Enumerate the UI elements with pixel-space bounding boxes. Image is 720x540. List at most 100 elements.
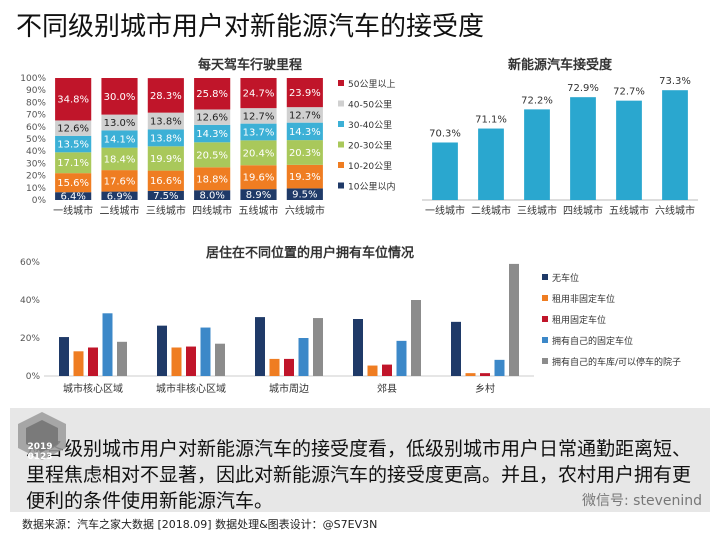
acceptance-bar [432, 142, 458, 200]
legend-label: 租用固定车位 [552, 314, 606, 326]
x-tick-label: 三线城市 [146, 204, 186, 217]
parking-bar [215, 343, 225, 376]
segment-label: 18.4% [104, 154, 136, 165]
segment-label: 12.7% [243, 111, 275, 122]
segment-label: 15.6% [57, 178, 89, 189]
y-tick-label: 0% [26, 372, 41, 382]
legend-label: 20-30公里 [348, 141, 392, 152]
stack-segment [55, 135, 92, 153]
summary-box: 从各级别城市用户对新能源汽车的接受度看，低级别城市用户日常通勤距离短、里程焦虑相… [10, 408, 710, 512]
legend-label: 10公里以内 [348, 181, 395, 193]
bar-value-label: 71.1% [475, 115, 507, 126]
bar-value-label: 73.3% [659, 76, 691, 87]
parking-bar [411, 300, 421, 376]
x-tick-label: 五线城市 [609, 204, 649, 217]
logo-day: 0123 [27, 452, 53, 462]
legend-swatch [542, 274, 548, 280]
acceptance-bar [478, 128, 504, 200]
stack-segment [101, 114, 138, 131]
stack-segment [240, 140, 277, 166]
parking-bar [200, 327, 211, 376]
stack-segment [55, 192, 92, 200]
x-tick-label: 三线城市 [517, 204, 557, 217]
legend-swatch [542, 358, 548, 364]
parking-bar [313, 318, 323, 376]
logo-date: 2019 0123 [23, 442, 57, 462]
stack-segment [101, 130, 138, 148]
legend-swatch [338, 141, 344, 148]
parking-bar [451, 321, 461, 376]
y-tick-label: 10% [26, 184, 46, 194]
legend-swatch [542, 316, 548, 322]
segment-label: 34.8% [57, 95, 89, 106]
segment-label: 7.5% [153, 191, 178, 202]
segment-label: 12.7% [289, 110, 321, 121]
stack-segment [286, 164, 323, 189]
parking-bar [102, 313, 113, 376]
y-tick-label: 0% [32, 196, 47, 206]
legend-swatch [542, 295, 548, 301]
segment-label: 14.3% [196, 129, 228, 140]
legend-label: 无车位 [552, 272, 579, 284]
segment-label: 8.0% [199, 191, 224, 202]
acceptance-chart-title: 新能源汽车接受度 [507, 58, 612, 73]
acceptance-bar [616, 100, 642, 200]
page-title: 不同级别城市用户对新能源汽车的接受度 [16, 12, 485, 42]
segment-label: 13.8% [150, 133, 182, 144]
y-tick-label: 20% [26, 172, 46, 182]
segment-label: 12.6% [196, 113, 228, 124]
legend-label: 50公里以上 [348, 79, 395, 90]
parking-bar [396, 340, 407, 376]
legend-swatch [338, 80, 344, 86]
segment-label: 13.7% [243, 127, 275, 138]
y-tick-label: 50% [26, 135, 46, 145]
stack-segment [147, 112, 184, 130]
x-tick-label: 乡村 [475, 382, 495, 395]
stack-segment [101, 170, 138, 192]
y-tick-label: 90% [26, 86, 46, 96]
acceptance-bar [570, 97, 596, 200]
stack-segment [194, 167, 231, 191]
parking-grouped-chart: 0% 20% 40% 60% 城市核心区域 城市非核心区域 城市周边 郊县 乡村 无车位租用非固定… [20, 258, 681, 395]
x-tick-label: 一线城市 [53, 204, 93, 217]
legend-swatch [338, 182, 344, 189]
y-tick-label: 40% [20, 296, 40, 306]
segment-label: 24.7% [243, 89, 275, 100]
segment-label: 13.0% [104, 118, 136, 129]
segment-label: 20.5% [196, 150, 228, 161]
summary-text: 从各级别城市用户对新能源汽车的接受度看，低级别城市用户日常通勤距离短、里程焦虑相… [26, 438, 692, 512]
source-note: 数据来源：汽车之家大数据 [2018.09] 数据处理&图表设计：@S7EV3N [22, 518, 378, 531]
legend-swatch [338, 162, 344, 168]
stack-segment [286, 122, 323, 141]
parking-bar [186, 346, 196, 376]
parking-bar [88, 347, 98, 376]
segment-label: 13.8% [150, 117, 182, 128]
parking-bar [157, 325, 167, 376]
segment-label: 28.3% [150, 91, 182, 102]
parking-bar [73, 351, 84, 376]
stack-segment [55, 152, 92, 174]
segment-label: 19.9% [150, 154, 182, 165]
stack-segment [286, 140, 323, 165]
segment-label: 9.5% [292, 190, 317, 201]
stack-segment [101, 191, 138, 200]
stack-segment [194, 124, 231, 143]
stack-segment [194, 109, 231, 125]
parking-bar [59, 337, 69, 376]
segment-label: 19.6% [243, 173, 275, 184]
stack-segment [147, 170, 184, 191]
stack-segment [147, 129, 184, 147]
y-tick-label: 40% [26, 147, 46, 157]
bar-value-label: 72.7% [613, 87, 645, 98]
legend-label: 40-50公里 [348, 100, 392, 111]
parking-bar [509, 263, 519, 376]
stack-segment [101, 147, 138, 171]
stack-segment [240, 78, 277, 109]
acceptance-bar [524, 109, 550, 200]
legend-label: 拥有自己的固定车位 [552, 335, 633, 347]
parking-bar [367, 365, 378, 376]
parking-bar [353, 319, 363, 376]
segment-label: 8.9% [246, 190, 271, 201]
stack-segment [286, 107, 323, 123]
segment-label: 17.1% [57, 158, 89, 169]
